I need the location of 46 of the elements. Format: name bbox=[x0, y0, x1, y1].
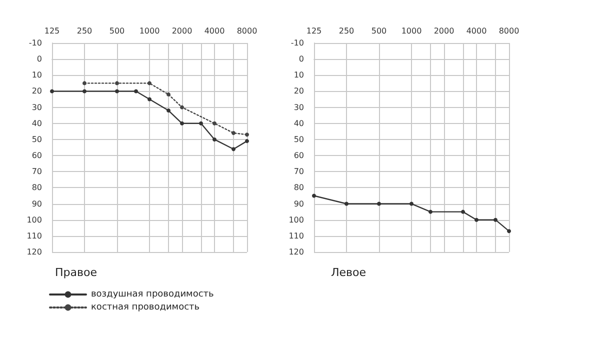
y-tick-label: 80 bbox=[294, 183, 304, 192]
y-tick-label: 30 bbox=[32, 102, 42, 112]
text: Левое bbox=[331, 266, 366, 279]
legend-label: костная проводимость bbox=[91, 302, 200, 312]
x-tick-label: 2000 bbox=[434, 26, 454, 36]
y-tick-label: 20 bbox=[32, 86, 42, 96]
y-tick-label: 60 bbox=[294, 151, 304, 160]
y-tick-label: 20 bbox=[294, 86, 304, 96]
y-tick-label: 100 bbox=[26, 215, 42, 224]
x-tick-label: 4000 bbox=[466, 26, 487, 36]
x-tick-label: 500 bbox=[371, 26, 387, 36]
y-tick-label: 10 bbox=[32, 70, 42, 80]
y-tick-label: 30 bbox=[294, 102, 304, 112]
x-tick-label: 1000 bbox=[139, 26, 160, 36]
x-tick-label: 125 bbox=[44, 26, 60, 36]
y-tick-label: 70 bbox=[294, 167, 304, 176]
y-tick-label: 0 bbox=[36, 54, 42, 64]
x-tick-label: 1000 bbox=[401, 26, 422, 36]
y-tick-label: -10 bbox=[290, 38, 304, 48]
y-tick-label: 50 bbox=[294, 134, 304, 144]
y-tick-label: 120 bbox=[288, 248, 304, 256]
y-tick-label: 100 bbox=[288, 215, 304, 224]
x-tick-label: 2000 bbox=[172, 26, 192, 36]
x-tick-label: 125 bbox=[306, 26, 322, 36]
x-tick-label: 8000 bbox=[498, 26, 520, 36]
y-tick-label: 10 bbox=[294, 70, 304, 80]
y-tick-label: 80 bbox=[32, 183, 42, 192]
y-tick-label: 50 bbox=[32, 134, 42, 144]
legend-label: воздушная проводимость bbox=[91, 290, 214, 300]
x-tick-label: 500 bbox=[109, 26, 125, 36]
x-tick-label: 8000 bbox=[236, 26, 258, 36]
y-tick-label: -10 bbox=[28, 38, 42, 48]
y-tick-label: 40 bbox=[294, 118, 304, 128]
y-tick-label: 40 bbox=[32, 118, 42, 128]
y-tick-label: 110 bbox=[26, 231, 42, 240]
y-tick-label: 60 bbox=[32, 151, 42, 160]
x-tick-label: 250 bbox=[338, 26, 354, 36]
y-tick-label: 70 bbox=[32, 167, 42, 176]
y-tick-label: 90 bbox=[294, 199, 304, 208]
x-tick-label: 250 bbox=[76, 26, 92, 36]
y-tick-label: 110 bbox=[288, 231, 304, 240]
x-tick-label: 4000 bbox=[204, 26, 225, 36]
y-tick-label: 120 bbox=[26, 248, 42, 256]
text: Правое bbox=[55, 266, 98, 279]
y-tick-label: 90 bbox=[32, 199, 42, 208]
y-tick-label: 0 bbox=[298, 54, 304, 64]
